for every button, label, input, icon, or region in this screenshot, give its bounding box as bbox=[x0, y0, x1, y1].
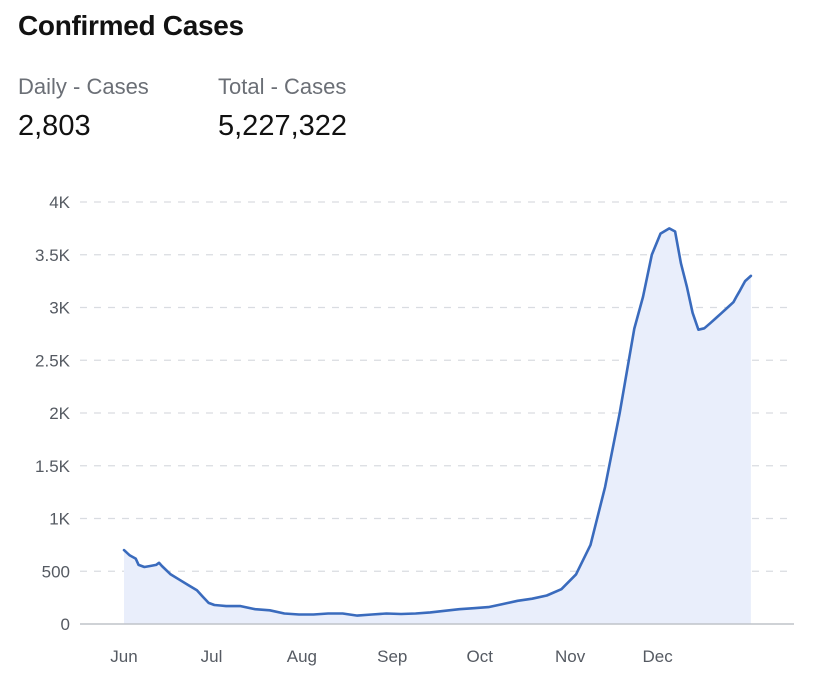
x-tick-label: Oct bbox=[467, 647, 494, 666]
x-tick-label: Sep bbox=[377, 647, 407, 666]
x-tick-label: Jul bbox=[201, 647, 223, 666]
total-cases-label: Total - Cases bbox=[218, 74, 347, 99]
daily-cases-line[interactable] bbox=[122, 227, 753, 617]
y-tick-label: 0 bbox=[61, 615, 70, 634]
y-tick-label: 4K bbox=[49, 193, 70, 212]
x-tick-label: Aug bbox=[287, 647, 317, 666]
y-tick-label: 1K bbox=[49, 510, 70, 529]
daily-cases-stat: Daily - Cases 2,803 bbox=[18, 74, 149, 143]
daily-cases-label: Daily - Cases bbox=[18, 74, 149, 99]
x-tick-label: Nov bbox=[555, 647, 586, 666]
x-tick-label: Jun bbox=[110, 647, 137, 666]
chart-title: Confirmed Cases bbox=[18, 10, 244, 41]
cases-area-fill bbox=[124, 228, 751, 624]
y-tick-label: 2K bbox=[49, 404, 70, 423]
y-tick-label: 2.5K bbox=[35, 351, 71, 370]
plot-area bbox=[122, 227, 753, 624]
x-tick-label: Dec bbox=[642, 647, 673, 666]
y-tick-label: 500 bbox=[42, 562, 70, 581]
y-tick-label: 3.5K bbox=[35, 246, 71, 265]
y-tick-label: 3K bbox=[49, 299, 70, 318]
total-cases-value: 5,227,322 bbox=[218, 110, 348, 142]
axes: 0 500 1K 1.5K 2K 2.5K 3K 3.5K 4K Jun Jul Aug Sep Oct N… bbox=[35, 193, 794, 666]
total-cases-stat: Total - Cases 5,227,322 bbox=[218, 74, 347, 143]
daily-cases-value: 2,803 bbox=[18, 110, 91, 142]
y-tick-label: 1.5K bbox=[35, 457, 71, 476]
